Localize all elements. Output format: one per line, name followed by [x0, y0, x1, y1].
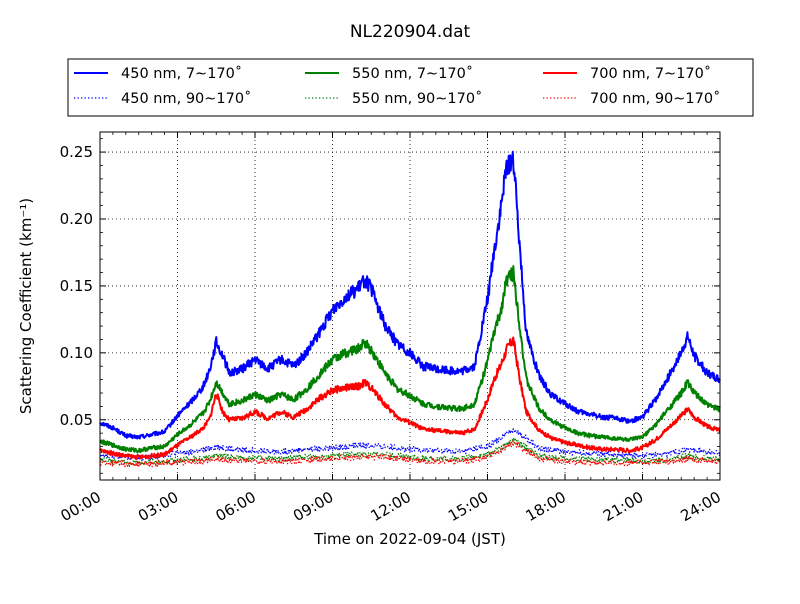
legend-label: 450 nm, 90∼170˚ [121, 90, 251, 107]
series-line-4 [99, 336, 721, 460]
legend-label: 550 nm, 90∼170˚ [352, 90, 482, 107]
ticks [99, 132, 721, 480]
x-axis-label: Time on 2022-09-04 (JST) [313, 530, 506, 548]
plot-area: 00:00 03:00 06:00 09:00 12:00 15:00 18:00 21:00… [58, 131, 724, 525]
legend: 450 nm, 7∼170˚ 550 nm, 7∼170˚ 700 nm, 7∼17… [67, 58, 754, 117]
y-tick-label: 0.15 [60, 277, 93, 295]
legend-items: 450 nm, 7∼170˚ 550 nm, 7∼170˚ 700 nm, 7∼17… [74, 65, 720, 107]
legend-label: 550 nm, 7∼170˚ [352, 65, 473, 82]
legend-box [67, 58, 754, 117]
series-line-3 [99, 436, 721, 467]
series-line-5 [99, 440, 721, 468]
legend-label: 700 nm, 7∼170˚ [590, 65, 711, 82]
y-tick-label: 0.10 [60, 344, 93, 362]
legend-label: 450 nm, 7∼170˚ [121, 65, 242, 82]
series-layer [99, 150, 721, 468]
plot-background [100, 132, 720, 480]
series-line-2 [99, 265, 721, 454]
series-line-0 [99, 150, 721, 440]
series-line-1 [99, 428, 721, 461]
y-axis-label: Scattering Coefficient (km⁻¹) [17, 198, 35, 414]
y-tick-labels: 0.05 0.10 0.15 0.20 0.25 [60, 143, 93, 429]
y-tick-label: 0.25 [60, 143, 93, 161]
legend-label: 700 nm, 90∼170˚ [590, 90, 720, 107]
y-tick-label: 0.05 [60, 411, 93, 429]
y-tick-label: 0.20 [60, 210, 93, 228]
chart-title: NL220904.dat [350, 22, 471, 42]
